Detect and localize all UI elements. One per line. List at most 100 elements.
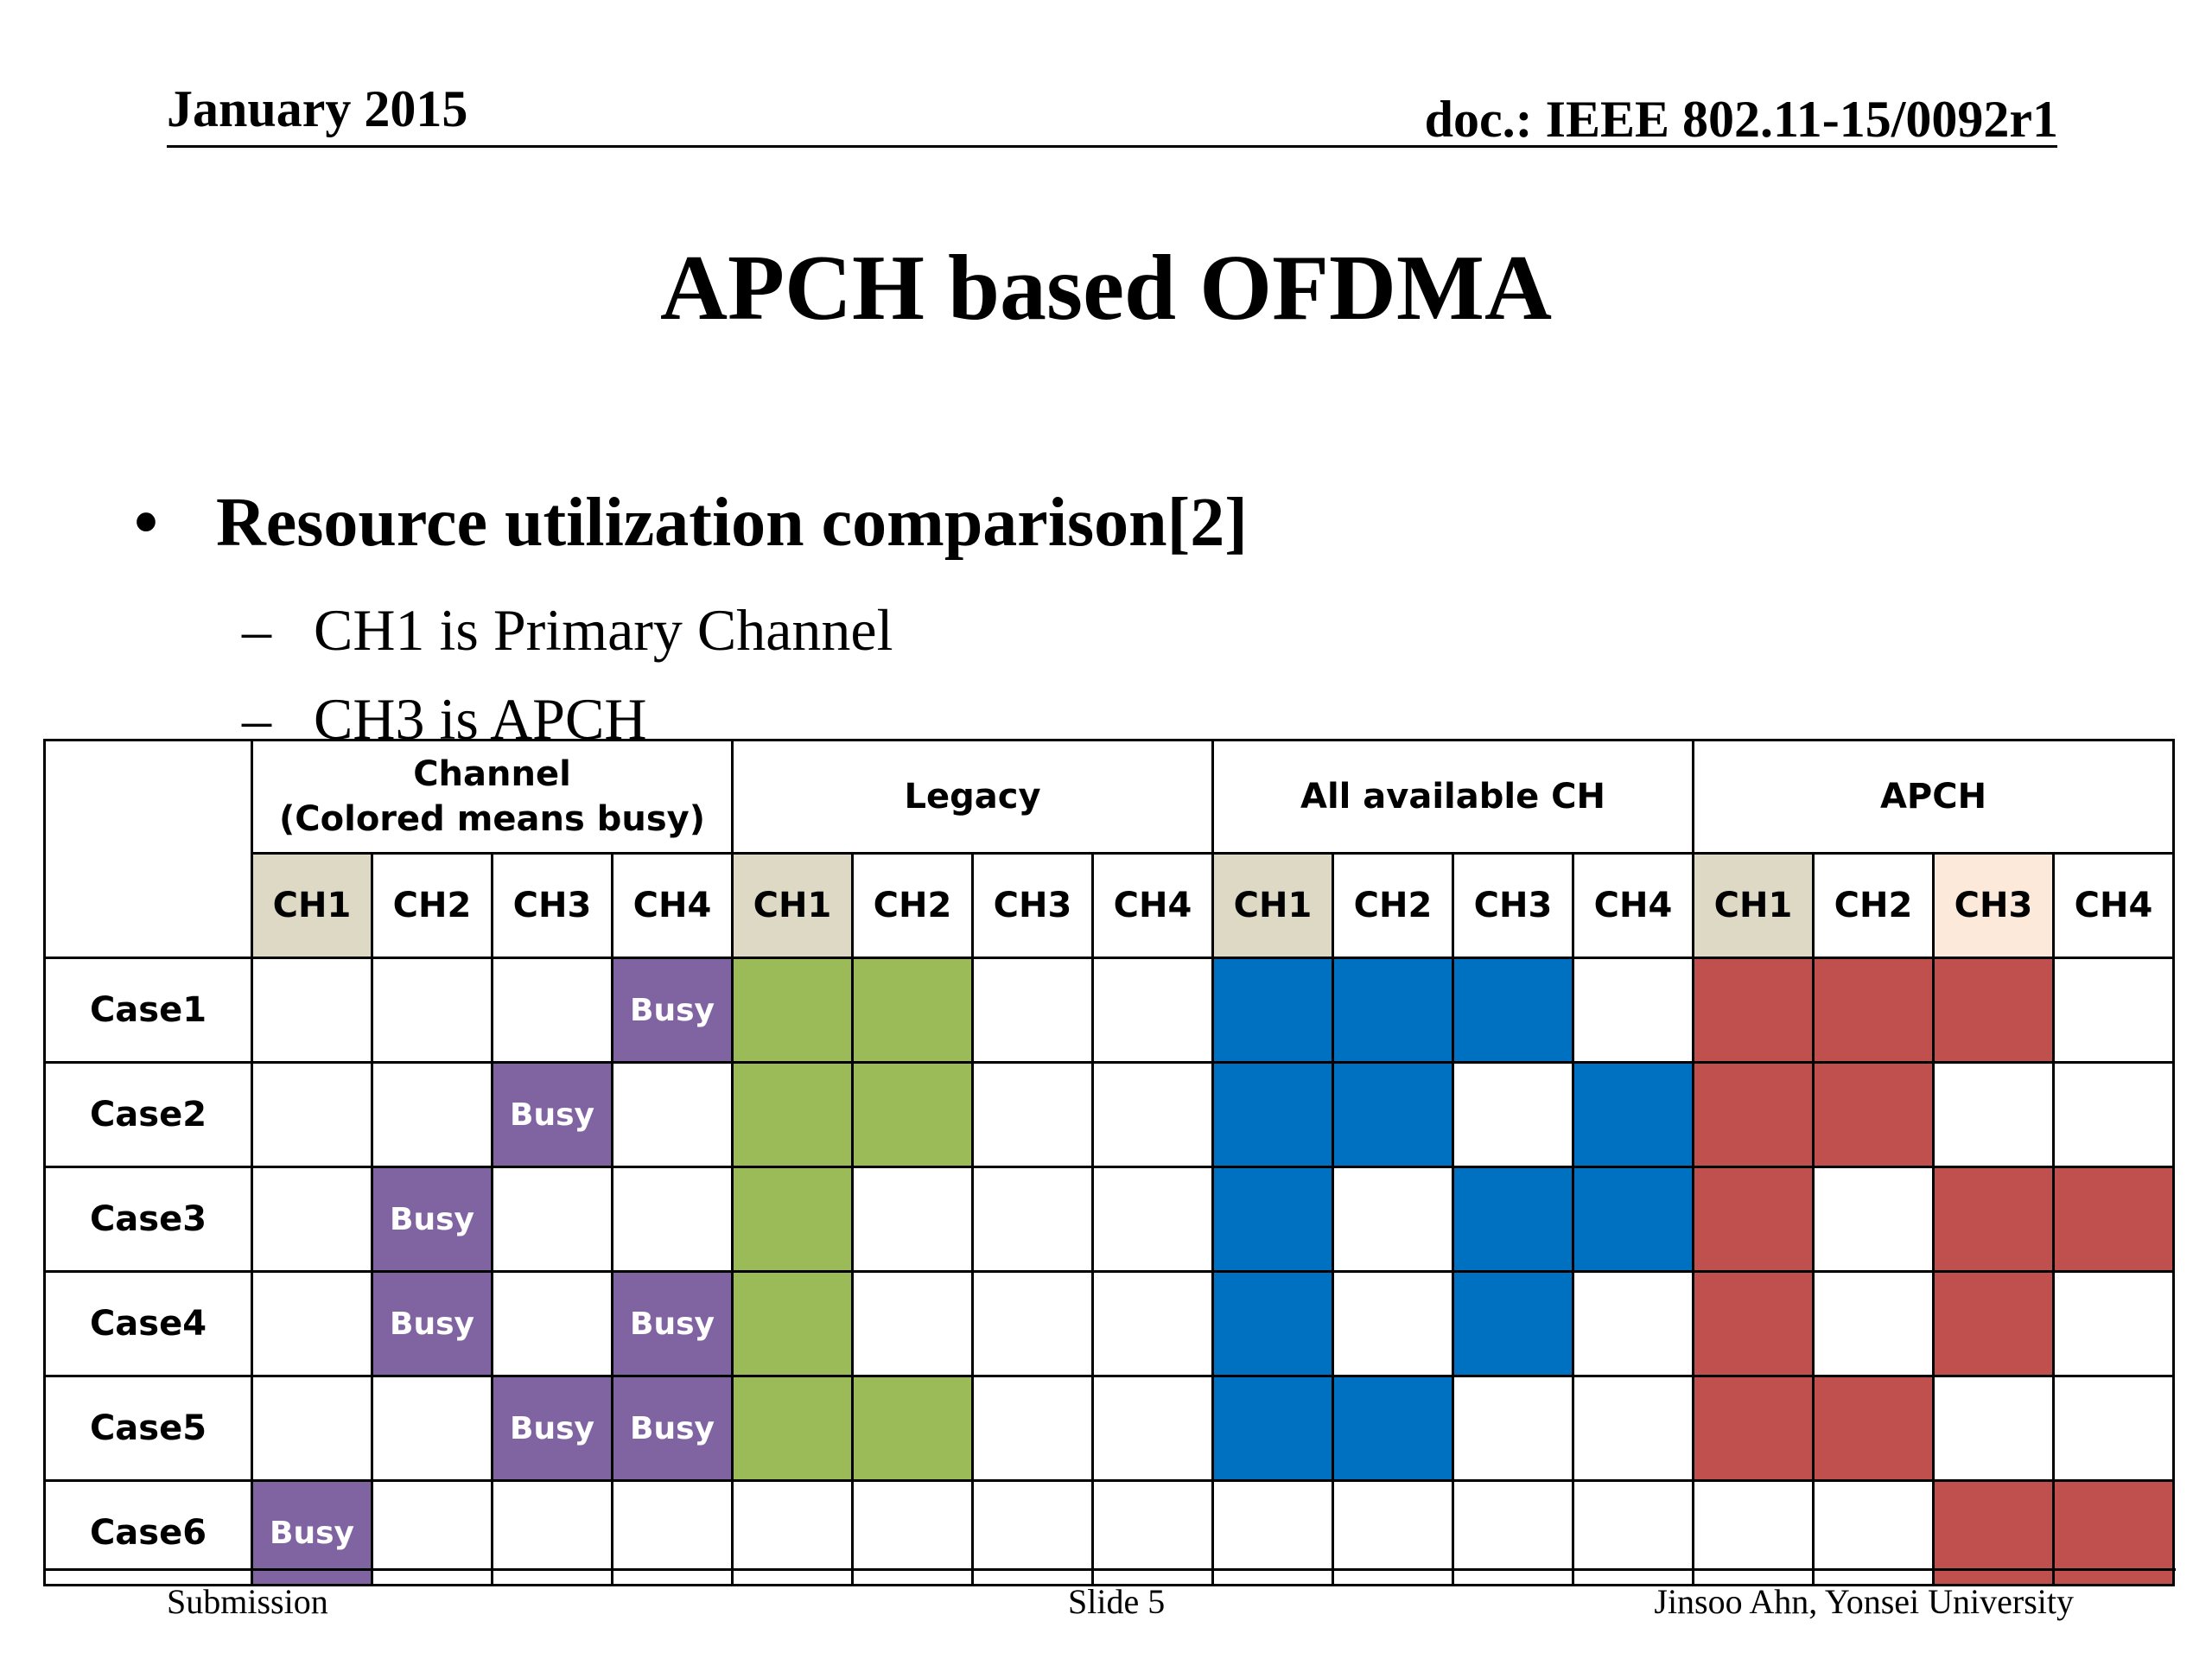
empty-cell [1572, 957, 1694, 1064]
free-cell [251, 1061, 373, 1168]
empty-cell [1932, 1061, 2055, 1168]
empty-cell [2052, 1061, 2175, 1168]
busy-cell: Busy [371, 1270, 493, 1377]
used-cell-all-available [1452, 1166, 1574, 1273]
busy-cell: Busy [491, 1375, 613, 1482]
used-cell-all-available [1332, 1061, 1454, 1168]
used-cell-apch [1692, 1166, 1815, 1273]
case-label: Case2 [43, 1061, 253, 1168]
empty-cell [2052, 1270, 2175, 1377]
used-cell-all-available [1332, 957, 1454, 1064]
used-cell-all-available [1452, 1270, 1574, 1377]
table-row: Case4 Busy Busy [43, 1270, 2175, 1377]
table-row: Case3 Busy [43, 1166, 2175, 1273]
channel-header-ch2: CH2 [851, 852, 974, 959]
busy-cell: Busy [611, 1375, 734, 1482]
used-cell-apch [1932, 1166, 2055, 1273]
footer-divider [43, 1568, 2176, 1571]
bullet-text: Resource utilization comparison[2] [216, 485, 1248, 561]
empty-cell [1452, 1061, 1574, 1168]
channel-header-ch4: CH4 [611, 852, 734, 959]
used-cell-legacy [851, 1061, 974, 1168]
channel-header-ch3: CH3 [1452, 852, 1574, 959]
channel-header-ch4: CH4 [1572, 852, 1694, 959]
empty-cell [2052, 1375, 2175, 1482]
used-cell-all-available [1452, 957, 1574, 1064]
group-header-row: Channel (Colored means busy) Legacy All av… [43, 739, 2175, 959]
used-cell-legacy [731, 1061, 854, 1168]
free-cell [611, 1166, 734, 1273]
channel-header-ch2: CH2 [1332, 852, 1454, 959]
used-cell-all-available [1211, 1061, 1334, 1168]
used-cell-legacy [851, 957, 974, 1064]
used-cell-legacy [851, 1375, 974, 1482]
case-label: Case3 [43, 1166, 253, 1273]
channel-header-ch4: CH4 [1091, 852, 1214, 959]
sub-bullet-text: CH3 is APCH [314, 686, 647, 752]
used-cell-legacy [731, 957, 854, 1064]
footer-submission: Submission [167, 1582, 328, 1621]
empty-cell [851, 1270, 974, 1377]
empty-cell [1572, 1270, 1694, 1377]
table-row: Case1 Busy [43, 957, 2175, 1064]
used-cell-apch [1692, 1270, 1815, 1377]
dash-glyph: – [242, 597, 271, 663]
used-cell-all-available [1211, 957, 1334, 1064]
free-cell [251, 1270, 373, 1377]
channel-header-ch1: CH1 [1211, 852, 1334, 959]
group-header-legacy: Legacy [731, 739, 1214, 855]
channel-header-ch1: CH1 [731, 852, 854, 959]
empty-cell [1091, 1166, 1214, 1273]
used-cell-apch [1932, 1270, 2055, 1377]
empty-cell [1332, 1166, 1454, 1273]
empty-cell [1812, 1270, 1935, 1377]
used-cell-apch [1692, 957, 1815, 1064]
case-label: Case4 [43, 1270, 253, 1377]
case-label: Case5 [43, 1375, 253, 1482]
used-cell-apch [1932, 957, 2055, 1064]
busy-cell: Busy [251, 1479, 373, 1586]
channel-header-ch3: CH3 [1932, 852, 2055, 959]
free-cell [251, 957, 373, 1064]
used-cell-all-available [1211, 1166, 1334, 1273]
empty-cell [2052, 957, 2175, 1064]
free-cell [491, 957, 613, 1064]
empty-cell [1091, 1375, 1214, 1482]
bullet-item: • Resource utilization comparison[2] [134, 488, 1248, 557]
footer-slide-number: Slide 5 [1068, 1582, 1166, 1621]
table-row: Case2 Busy [43, 1061, 2175, 1168]
header-divider [167, 145, 2057, 148]
used-cell-apch [2052, 1166, 2175, 1273]
header-doc-id: doc.: IEEE 802.11-15/0092r1 [1424, 91, 2058, 148]
channel-header-ch1: CH1 [251, 852, 373, 959]
used-cell-all-available [1211, 1270, 1334, 1377]
free-cell [491, 1166, 613, 1273]
empty-cell [971, 1166, 1094, 1273]
empty-cell [851, 1166, 974, 1273]
used-cell-apch [1692, 1375, 1815, 1482]
empty-cell [971, 1375, 1094, 1482]
channel-header-ch1: CH1 [1692, 852, 1815, 959]
free-cell [371, 1061, 493, 1168]
free-cell [251, 1375, 373, 1482]
group-header-apch: APCH [1692, 739, 2175, 855]
dash-glyph: – [242, 686, 271, 752]
free-cell [371, 1375, 493, 1482]
used-cell-all-available [1332, 1375, 1454, 1482]
used-cell-apch [1812, 1061, 1935, 1168]
busy-cell: Busy [371, 1166, 493, 1273]
channel-header-ch3: CH3 [971, 852, 1094, 959]
used-cell-legacy [731, 1270, 854, 1377]
corner-cell [43, 739, 253, 959]
channel-header-ch4: CH4 [2052, 852, 2175, 959]
empty-cell [1091, 1270, 1214, 1377]
channel-header-ch2: CH2 [371, 852, 493, 959]
sub-bullet-text: CH1 is Primary Channel [314, 597, 893, 663]
channel-header-ch2: CH2 [1812, 852, 1935, 959]
free-cell [371, 957, 493, 1064]
used-cell-apch [1812, 957, 1935, 1064]
empty-cell [1572, 1375, 1694, 1482]
utilization-table: Channel (Colored means busy) Legacy All av… [43, 739, 2175, 1586]
table-row: Case5 Busy Busy [43, 1375, 2175, 1482]
empty-cell [1332, 1270, 1454, 1377]
